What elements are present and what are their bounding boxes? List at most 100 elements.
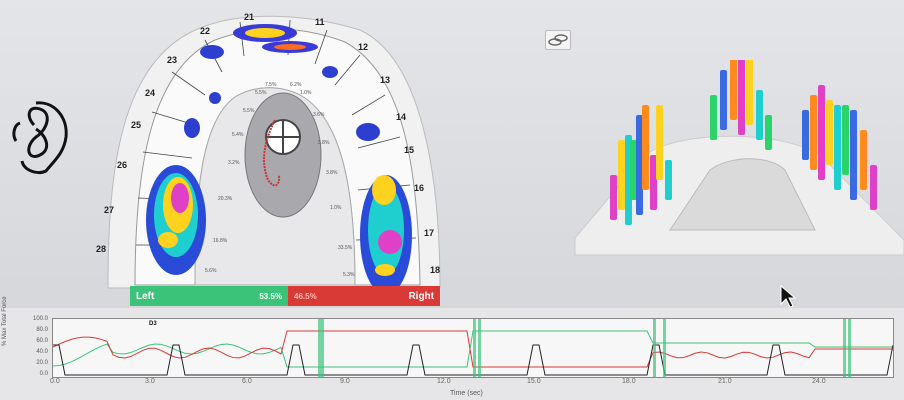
percent-label: 3.8%	[326, 170, 338, 176]
force-column	[738, 60, 745, 135]
arch-diagram	[107, 15, 441, 295]
percent-label: 1.0%	[330, 205, 342, 211]
force-column	[826, 100, 833, 165]
x-tick: 6.0	[242, 378, 252, 385]
tooth-number: 28	[96, 244, 107, 254]
right-force-segment: 46.5% Right	[288, 286, 440, 306]
tooth-number: 23	[167, 55, 178, 65]
tooth-number: 25	[131, 120, 142, 130]
bite-event-marker	[653, 319, 656, 377]
tooth-number: 14	[396, 112, 407, 122]
force-traces	[53, 319, 893, 377]
force-column	[870, 165, 877, 210]
x-tick: 21.0	[718, 378, 732, 385]
right-percentage: 46.5%	[294, 291, 317, 301]
force-column	[720, 70, 727, 130]
percent-label: 3.2%	[228, 160, 240, 166]
tooth-number: 18	[430, 265, 441, 275]
force-column	[650, 155, 657, 210]
force-column	[642, 105, 649, 190]
y-axis-title: % Max Total Force	[2, 296, 8, 346]
arch-3d-view[interactable]	[570, 60, 904, 260]
arch-3d-diagram	[574, 60, 904, 256]
tooth-number: 27	[104, 205, 115, 215]
graph-plot-area[interactable]: D3	[52, 318, 894, 378]
x-axis-title: Time (sec)	[450, 390, 483, 397]
percent-label: 5.5%	[255, 90, 267, 96]
x-tick: 18.0	[622, 378, 636, 385]
tooth-number: 11	[315, 17, 325, 27]
percent-label: 20.3%	[218, 196, 233, 202]
force-time-graph[interactable]: % Max Total Force 100.0 80.0 60.0 40.0 2…	[0, 296, 904, 400]
force-column	[850, 110, 857, 200]
force-column	[656, 105, 663, 180]
force-column	[834, 105, 841, 190]
force-column	[802, 110, 809, 160]
y-tick: 0.0	[39, 371, 48, 377]
tooth-number: 16	[414, 183, 425, 193]
force-column	[756, 90, 763, 140]
force-column	[818, 85, 825, 180]
percent-label: 5.6%	[205, 268, 217, 274]
left-label: Left	[136, 290, 155, 302]
bite-event-marker	[843, 319, 846, 377]
toggle-view-icon[interactable]	[545, 30, 571, 50]
force-column	[765, 115, 772, 150]
percent-label: 3.8%	[318, 140, 330, 146]
force-column	[636, 115, 643, 215]
force-column	[618, 140, 625, 210]
force-columns	[610, 60, 877, 225]
percent-label: 5.4%	[232, 132, 244, 138]
ear-sketch-icon	[6, 95, 72, 175]
y-tick: 20.0	[36, 360, 48, 366]
percent-label: 7.5%	[265, 82, 277, 88]
percent-label: 6.2%	[290, 82, 302, 88]
force-column	[610, 175, 617, 220]
y-tick: 80.0	[36, 327, 48, 333]
left-force-segment: Left 53.5%	[130, 286, 288, 306]
force-column	[860, 130, 867, 190]
y-tick: 60.0	[36, 338, 48, 344]
tooth-number: 22	[200, 26, 211, 36]
y-tick: 40.0	[36, 349, 48, 355]
percent-label: 3.6%	[313, 112, 325, 118]
percent-label: 5.3%	[343, 272, 355, 278]
left-right-force-bar: Left 53.5% 46.5% Right	[130, 286, 440, 306]
tooth-number: 17	[424, 228, 435, 238]
bite-event-marker	[663, 319, 666, 377]
right-label: Right	[408, 290, 434, 302]
force-column	[730, 60, 737, 120]
bite-event-marker	[848, 319, 851, 377]
arch-2d-view[interactable]: 21 11 22 12 23 13 24 14 25 15 26 16 27 1…	[0, 0, 520, 312]
percent-label: 5.5%	[243, 108, 255, 114]
force-column	[746, 60, 753, 125]
event-marker: D3	[149, 321, 157, 327]
y-tick: 100.0	[32, 316, 48, 322]
force-column	[842, 105, 849, 175]
bite-event-marker	[318, 319, 321, 377]
bite-event-marker	[321, 319, 324, 377]
x-tick: 3.0	[145, 378, 155, 385]
percent-label: 16.8%	[213, 238, 228, 244]
mouse-pointer-icon	[780, 284, 797, 309]
force-column	[665, 160, 672, 200]
x-tick: 0.0	[50, 378, 60, 385]
force-column	[710, 95, 717, 140]
left-percentage: 53.5%	[259, 291, 282, 301]
x-tick: 9.0	[340, 378, 350, 385]
x-tick: 12.0	[437, 378, 451, 385]
tooth-number: 26	[117, 160, 128, 170]
percent-label: 33.5%	[338, 245, 353, 251]
force-column	[630, 140, 637, 200]
tooth-number: 13	[380, 75, 391, 85]
tooth-number: 12	[358, 42, 369, 52]
tooth-number: 15	[404, 145, 415, 155]
force-column	[810, 95, 817, 170]
tooth-number: 24	[145, 88, 156, 98]
x-tick: 15.0	[527, 378, 541, 385]
x-tick: 24.0	[812, 378, 826, 385]
tooth-number: 21	[244, 12, 255, 22]
bite-event-marker	[478, 319, 481, 377]
percent-label: 1.0%	[300, 90, 312, 96]
